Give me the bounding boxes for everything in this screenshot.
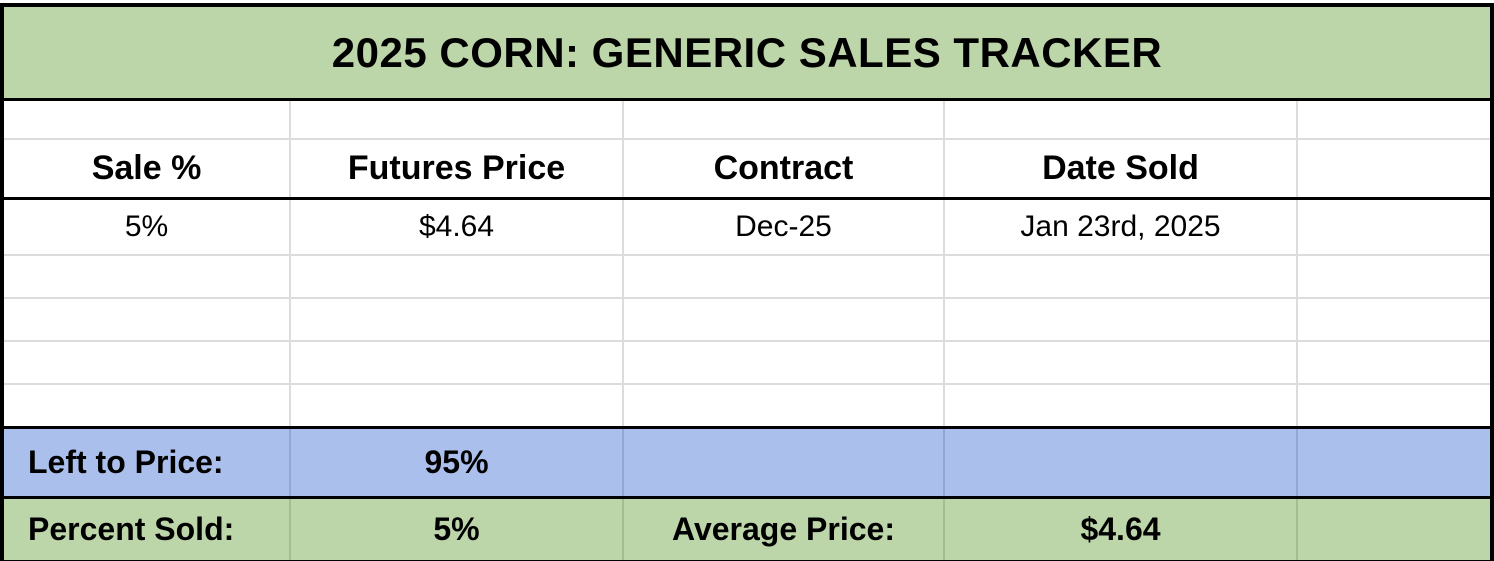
column-header-date-sold[interactable]: Date Sold: [945, 140, 1298, 197]
left-to-price-value[interactable]: 95%: [291, 429, 624, 496]
left-to-price-label[interactable]: Left to Price:: [4, 429, 291, 496]
empty-cell[interactable]: [4, 101, 291, 138]
empty-table-row: [4, 256, 1490, 299]
cell-contract[interactable]: Dec-25: [624, 200, 945, 254]
table-row: 5% $4.64 Dec-25 Jan 23rd, 2025: [4, 200, 1490, 256]
spacer-row: [4, 101, 1490, 140]
column-header-futures-price[interactable]: Futures Price: [291, 140, 624, 197]
empty-cell[interactable]: [4, 342, 291, 383]
percent-sold-label[interactable]: Percent Sold:: [4, 499, 291, 560]
sales-tracker-table: 2025 CORN: GENERIC SALES TRACKER Sale % …: [0, 3, 1494, 561]
empty-table-row: [4, 299, 1490, 342]
empty-cell[interactable]: [4, 299, 291, 340]
percent-sold-row: Percent Sold: 5% Average Price: $4.64: [4, 499, 1490, 560]
column-header-sale-pct[interactable]: Sale %: [4, 140, 291, 197]
empty-cell[interactable]: [1298, 299, 1490, 340]
empty-table-row: [4, 385, 1490, 429]
cell-sale-pct[interactable]: 5%: [4, 200, 291, 254]
empty-cell[interactable]: [4, 385, 291, 426]
percent-sold-value[interactable]: 5%: [291, 499, 624, 560]
empty-cell[interactable]: [624, 429, 945, 496]
empty-cell[interactable]: [291, 385, 624, 426]
empty-cell[interactable]: [291, 299, 624, 340]
cell-date-sold[interactable]: Jan 23rd, 2025: [945, 200, 1298, 254]
empty-cell[interactable]: [624, 299, 945, 340]
empty-cell[interactable]: [291, 342, 624, 383]
empty-cell[interactable]: [1298, 342, 1490, 383]
empty-cell[interactable]: [624, 385, 945, 426]
empty-cell[interactable]: [945, 429, 1298, 496]
page-title: 2025 CORN: GENERIC SALES TRACKER: [331, 28, 1163, 76]
empty-cell[interactable]: [945, 256, 1298, 297]
empty-cell[interactable]: [291, 256, 624, 297]
empty-cell[interactable]: [624, 101, 945, 138]
empty-cell[interactable]: [624, 256, 945, 297]
empty-cell[interactable]: [945, 101, 1298, 138]
empty-cell[interactable]: [945, 385, 1298, 426]
empty-cell[interactable]: [945, 299, 1298, 340]
empty-cell[interactable]: [4, 256, 291, 297]
empty-cell[interactable]: [1298, 200, 1490, 254]
table-title-bar: 2025 CORN: GENERIC SALES TRACKER: [4, 7, 1490, 101]
average-price-label[interactable]: Average Price:: [624, 499, 945, 560]
cell-futures-price[interactable]: $4.64: [291, 200, 624, 254]
column-header-extra[interactable]: [1298, 140, 1490, 197]
empty-cell[interactable]: [291, 101, 624, 138]
empty-cell[interactable]: [1298, 385, 1490, 426]
column-header-row: Sale % Futures Price Contract Date Sold: [4, 140, 1490, 200]
empty-cell[interactable]: [1298, 101, 1490, 138]
empty-cell[interactable]: [1298, 429, 1490, 496]
average-price-value[interactable]: $4.64: [945, 499, 1298, 560]
left-to-price-row: Left to Price: 95%: [4, 429, 1490, 499]
empty-cell[interactable]: [1298, 256, 1490, 297]
column-header-contract[interactable]: Contract: [624, 140, 945, 197]
empty-table-row: [4, 342, 1490, 385]
empty-cell[interactable]: [1298, 499, 1490, 560]
empty-cell[interactable]: [624, 342, 945, 383]
empty-cell[interactable]: [945, 342, 1298, 383]
